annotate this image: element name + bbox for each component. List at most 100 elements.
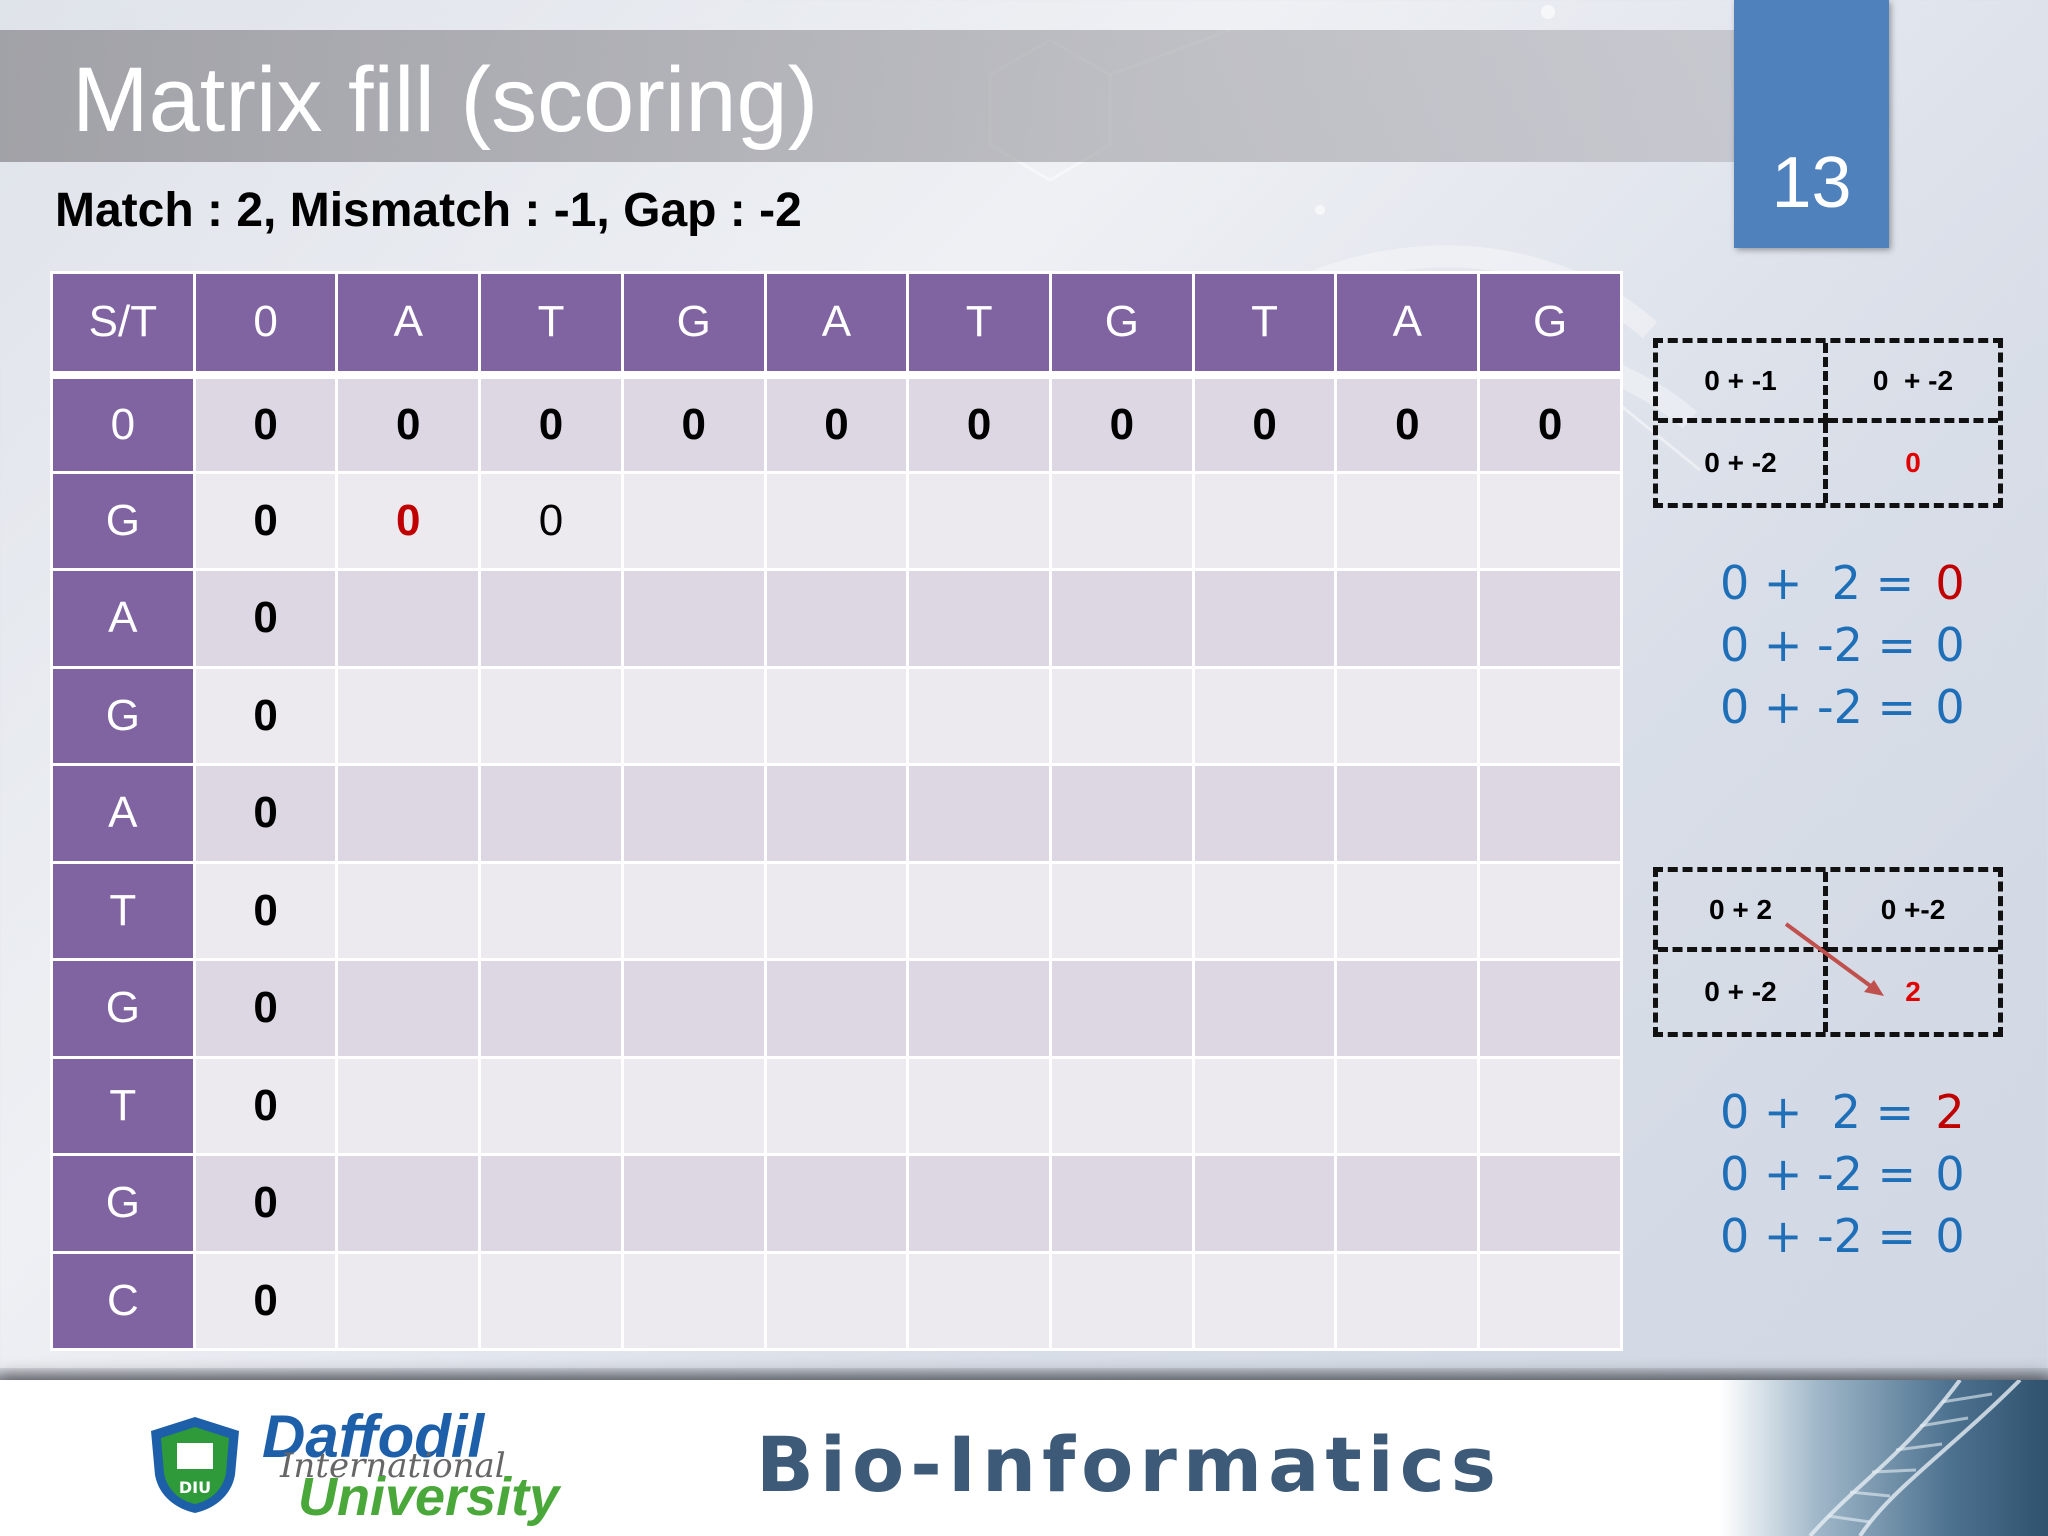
- column-header: T: [906, 271, 1053, 379]
- equations-first: 0 + 2 = 0 0 + -2 = 0 0 + -2 = 0: [1720, 556, 1980, 742]
- matrix-cell: 0: [192, 568, 339, 669]
- row-header: T: [50, 1055, 196, 1156]
- logo-university: University: [298, 1467, 560, 1527]
- matrix-cell: [763, 665, 910, 766]
- matrix-cell: 0: [906, 373, 1053, 474]
- column-header: T: [478, 271, 624, 379]
- matrix-cell: [1191, 1055, 1338, 1156]
- row-header: A: [50, 763, 196, 864]
- row-header: A: [50, 568, 196, 669]
- scoring-matrix: S/T 0 A T G A T G T A G 0 0 0 0 0 0 0 0 …: [50, 271, 1623, 1351]
- slide-title: Matrix fill (scoring): [72, 49, 819, 151]
- calc-box-first: 0 + -1 0 + -2 0 + -2 0: [1653, 338, 2003, 508]
- matrix-cell: [763, 1250, 910, 1351]
- course-title: Bio-Informatics: [756, 1420, 1503, 1509]
- calc-top: 0 + -2: [1828, 343, 1998, 423]
- scoring-parameters: Match : 2, Mismatch : -1, Gap : -2: [55, 184, 802, 237]
- matrix-cell: [1477, 470, 1623, 571]
- equations-second: 0 + 2 = 2 0 + -2 = 0 0 + -2 = 0: [1720, 1085, 1980, 1271]
- calc-top: 0 +-2: [1828, 872, 1998, 952]
- matrix-header-row: S/T 0 A T G A T G T A G: [50, 271, 1623, 379]
- matrix-cell: 0: [1191, 373, 1338, 474]
- calc-diagonal: 0 + -1: [1658, 343, 1828, 423]
- matrix-cell: [763, 860, 910, 961]
- matrix-cell: [763, 568, 910, 669]
- row-header: T: [50, 860, 196, 961]
- matrix-cell: [1049, 1055, 1195, 1156]
- matrix-cell: [620, 958, 767, 1059]
- row-header: G: [50, 470, 196, 571]
- matrix-cell: 0: [192, 470, 339, 571]
- matrix-cell: 0: [1049, 373, 1195, 474]
- equation-result: 2: [1935, 1085, 1965, 1139]
- matrix-cell: [1049, 470, 1195, 571]
- matrix-row: A 0: [50, 568, 1623, 669]
- equation-line: 0 + -2 = 0: [1720, 618, 1980, 680]
- column-header: A: [335, 271, 482, 379]
- matrix-cell: 0: [192, 1055, 339, 1156]
- matrix-cell: [478, 1250, 624, 1351]
- matrix-cell: [1334, 1250, 1481, 1351]
- equation-line: 0 + -2 = 0: [1720, 1209, 1980, 1271]
- matrix-cell: [1191, 763, 1338, 864]
- matrix-cell: [478, 763, 624, 864]
- matrix-cell: 0: [192, 1153, 339, 1254]
- row-header: C: [50, 1250, 196, 1351]
- matrix-cell: [906, 1153, 1053, 1254]
- matrix-cell: [620, 568, 767, 669]
- matrix-cell: [478, 1153, 624, 1254]
- matrix-cell: [1334, 763, 1481, 864]
- matrix-cell: [478, 665, 624, 766]
- matrix-cell: [1049, 665, 1195, 766]
- equation-expression: 0 + -2 =: [1720, 1147, 1917, 1201]
- matrix-cell: [1049, 1250, 1195, 1351]
- row-header: G: [50, 958, 196, 1059]
- logo-daffodil: Daffodil: [262, 1403, 485, 1470]
- matrix-cell: [1477, 568, 1623, 669]
- matrix-cell-current: 0: [335, 470, 482, 571]
- matrix-cell: [1191, 470, 1338, 571]
- matrix-row: 0 0 0 0 0 0 0 0 0 0 0: [50, 373, 1623, 474]
- equation-expression: 0 + 2 =: [1720, 1085, 1915, 1139]
- matrix-cell: 0: [763, 373, 910, 474]
- calc-left: 0 + -2: [1658, 952, 1828, 1032]
- matrix-cell: [906, 470, 1053, 571]
- equation-expression: 0 + -2 =: [1720, 680, 1917, 734]
- matrix-cell: [620, 1153, 767, 1254]
- matrix-cell: [478, 568, 624, 669]
- diagonal-arrow-icon: [1784, 922, 1884, 996]
- equation-expression: 0 + -2 =: [1720, 1209, 1917, 1263]
- matrix-row: C 0: [50, 1250, 1623, 1351]
- matrix-cell: [1191, 1250, 1338, 1351]
- matrix-cell: 0: [192, 763, 339, 864]
- equation-result: 0: [1935, 1209, 1965, 1263]
- matrix-row: T 0: [50, 1055, 1623, 1156]
- matrix-cell: [1049, 860, 1195, 961]
- matrix-cell: [763, 470, 910, 571]
- matrix-cell: [1477, 1055, 1623, 1156]
- row-header: 0: [50, 373, 196, 474]
- matrix-row: G 0: [50, 1153, 1623, 1254]
- page-badge: 13: [1734, 0, 1889, 248]
- matrix-cell: [1191, 665, 1338, 766]
- matrix-cell: 0: [1334, 373, 1481, 474]
- matrix-cell: [335, 1055, 482, 1156]
- footer-band: [0, 1380, 2048, 1536]
- matrix-cell: [763, 1055, 910, 1156]
- equation-result: 0: [1935, 556, 1965, 610]
- column-header: G: [1049, 271, 1195, 379]
- matrix-cell: [1334, 1153, 1481, 1254]
- matrix-cell: [906, 568, 1053, 669]
- equation-line: 0 + -2 = 0: [1720, 1147, 1980, 1209]
- matrix-cell: [1477, 763, 1623, 864]
- matrix-cell: [620, 1055, 767, 1156]
- matrix-cell: [335, 665, 482, 766]
- matrix-row: G 0: [50, 665, 1623, 766]
- row-header: G: [50, 1153, 196, 1254]
- footer-divider: [0, 1368, 2048, 1382]
- matrix-row: G 0: [50, 958, 1623, 1059]
- equation-line: 0 + -2 = 0: [1720, 680, 1980, 742]
- matrix-cell: [1334, 665, 1481, 766]
- matrix-cell: [620, 1250, 767, 1351]
- matrix-cell: 0: [478, 470, 624, 571]
